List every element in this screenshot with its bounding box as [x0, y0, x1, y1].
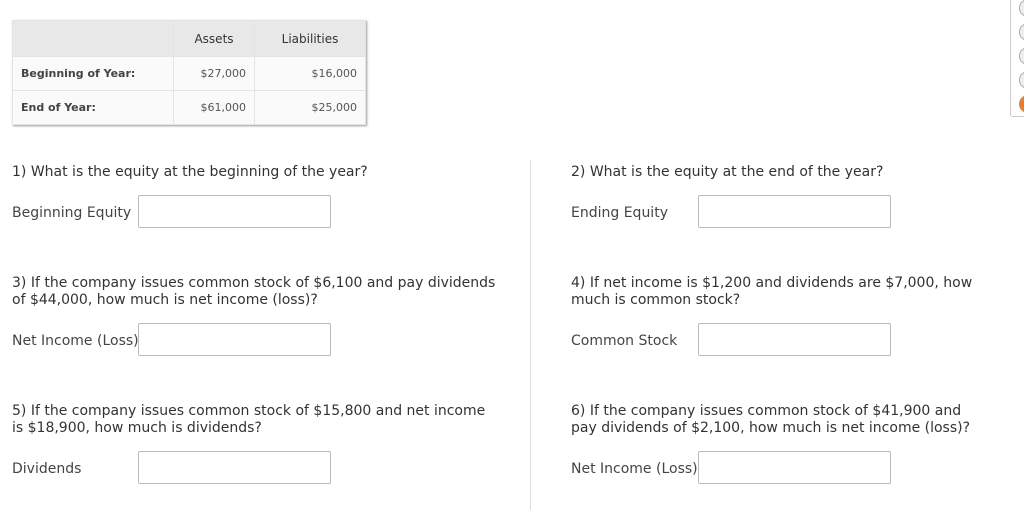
table-row: Beginning of Year: $27,000 $16,000: [12, 56, 366, 91]
row-label: End of Year:: [12, 90, 174, 125]
net-income-input[interactable]: [138, 323, 331, 356]
liabilities-cell: $16,000: [254, 56, 366, 91]
question-5: 5) If the company issues common stock of…: [12, 403, 486, 436]
nav-dot[interactable]: [1019, 23, 1024, 41]
assets-cell: $27,000: [173, 56, 255, 91]
question-6: 6) If the company issues common stock of…: [571, 403, 971, 436]
question-2: 2) What is the equity at the end of the …: [571, 164, 884, 180]
nav-dot-active[interactable]: [1019, 95, 1024, 113]
net-income-label-2: Net Income (Loss): [571, 461, 698, 477]
nav-dot[interactable]: [1019, 47, 1024, 65]
beginning-equity-input[interactable]: [138, 195, 331, 228]
dividends-label: Dividends: [12, 461, 82, 477]
ending-equity-input[interactable]: [698, 195, 891, 228]
table-row: End of Year: $61,000 $25,000: [12, 90, 366, 125]
column-divider: [530, 160, 531, 510]
question-4: 4) If net income is $1,200 and dividends…: [571, 275, 973, 308]
question-nav-panel: [1010, 0, 1024, 117]
assets-cell: $61,000: [173, 90, 255, 125]
row-label: Beginning of Year:: [12, 56, 174, 91]
nav-dot[interactable]: [1019, 0, 1024, 17]
liabilities-cell: $25,000: [254, 90, 366, 125]
question-3: 3) If the company issues common stock of…: [12, 275, 496, 308]
beginning-equity-label: Beginning Equity: [12, 205, 132, 221]
nav-dot[interactable]: [1019, 71, 1024, 89]
ending-equity-label: Ending Equity: [571, 205, 668, 221]
common-stock-label: Common Stock: [571, 333, 678, 349]
header-empty: [12, 20, 174, 57]
header-assets: Assets: [173, 20, 255, 57]
dividends-input[interactable]: [138, 451, 331, 484]
net-income-input-2[interactable]: [698, 451, 891, 484]
header-liabilities: Liabilities: [254, 20, 366, 57]
question-1: 1) What is the equity at the beginning o…: [12, 164, 368, 180]
assets-liabilities-table: Assets Liabilities Beginning of Year: $27,…: [12, 20, 366, 125]
net-income-label: Net Income (Loss): [12, 333, 139, 349]
common-stock-input[interactable]: [698, 323, 891, 356]
